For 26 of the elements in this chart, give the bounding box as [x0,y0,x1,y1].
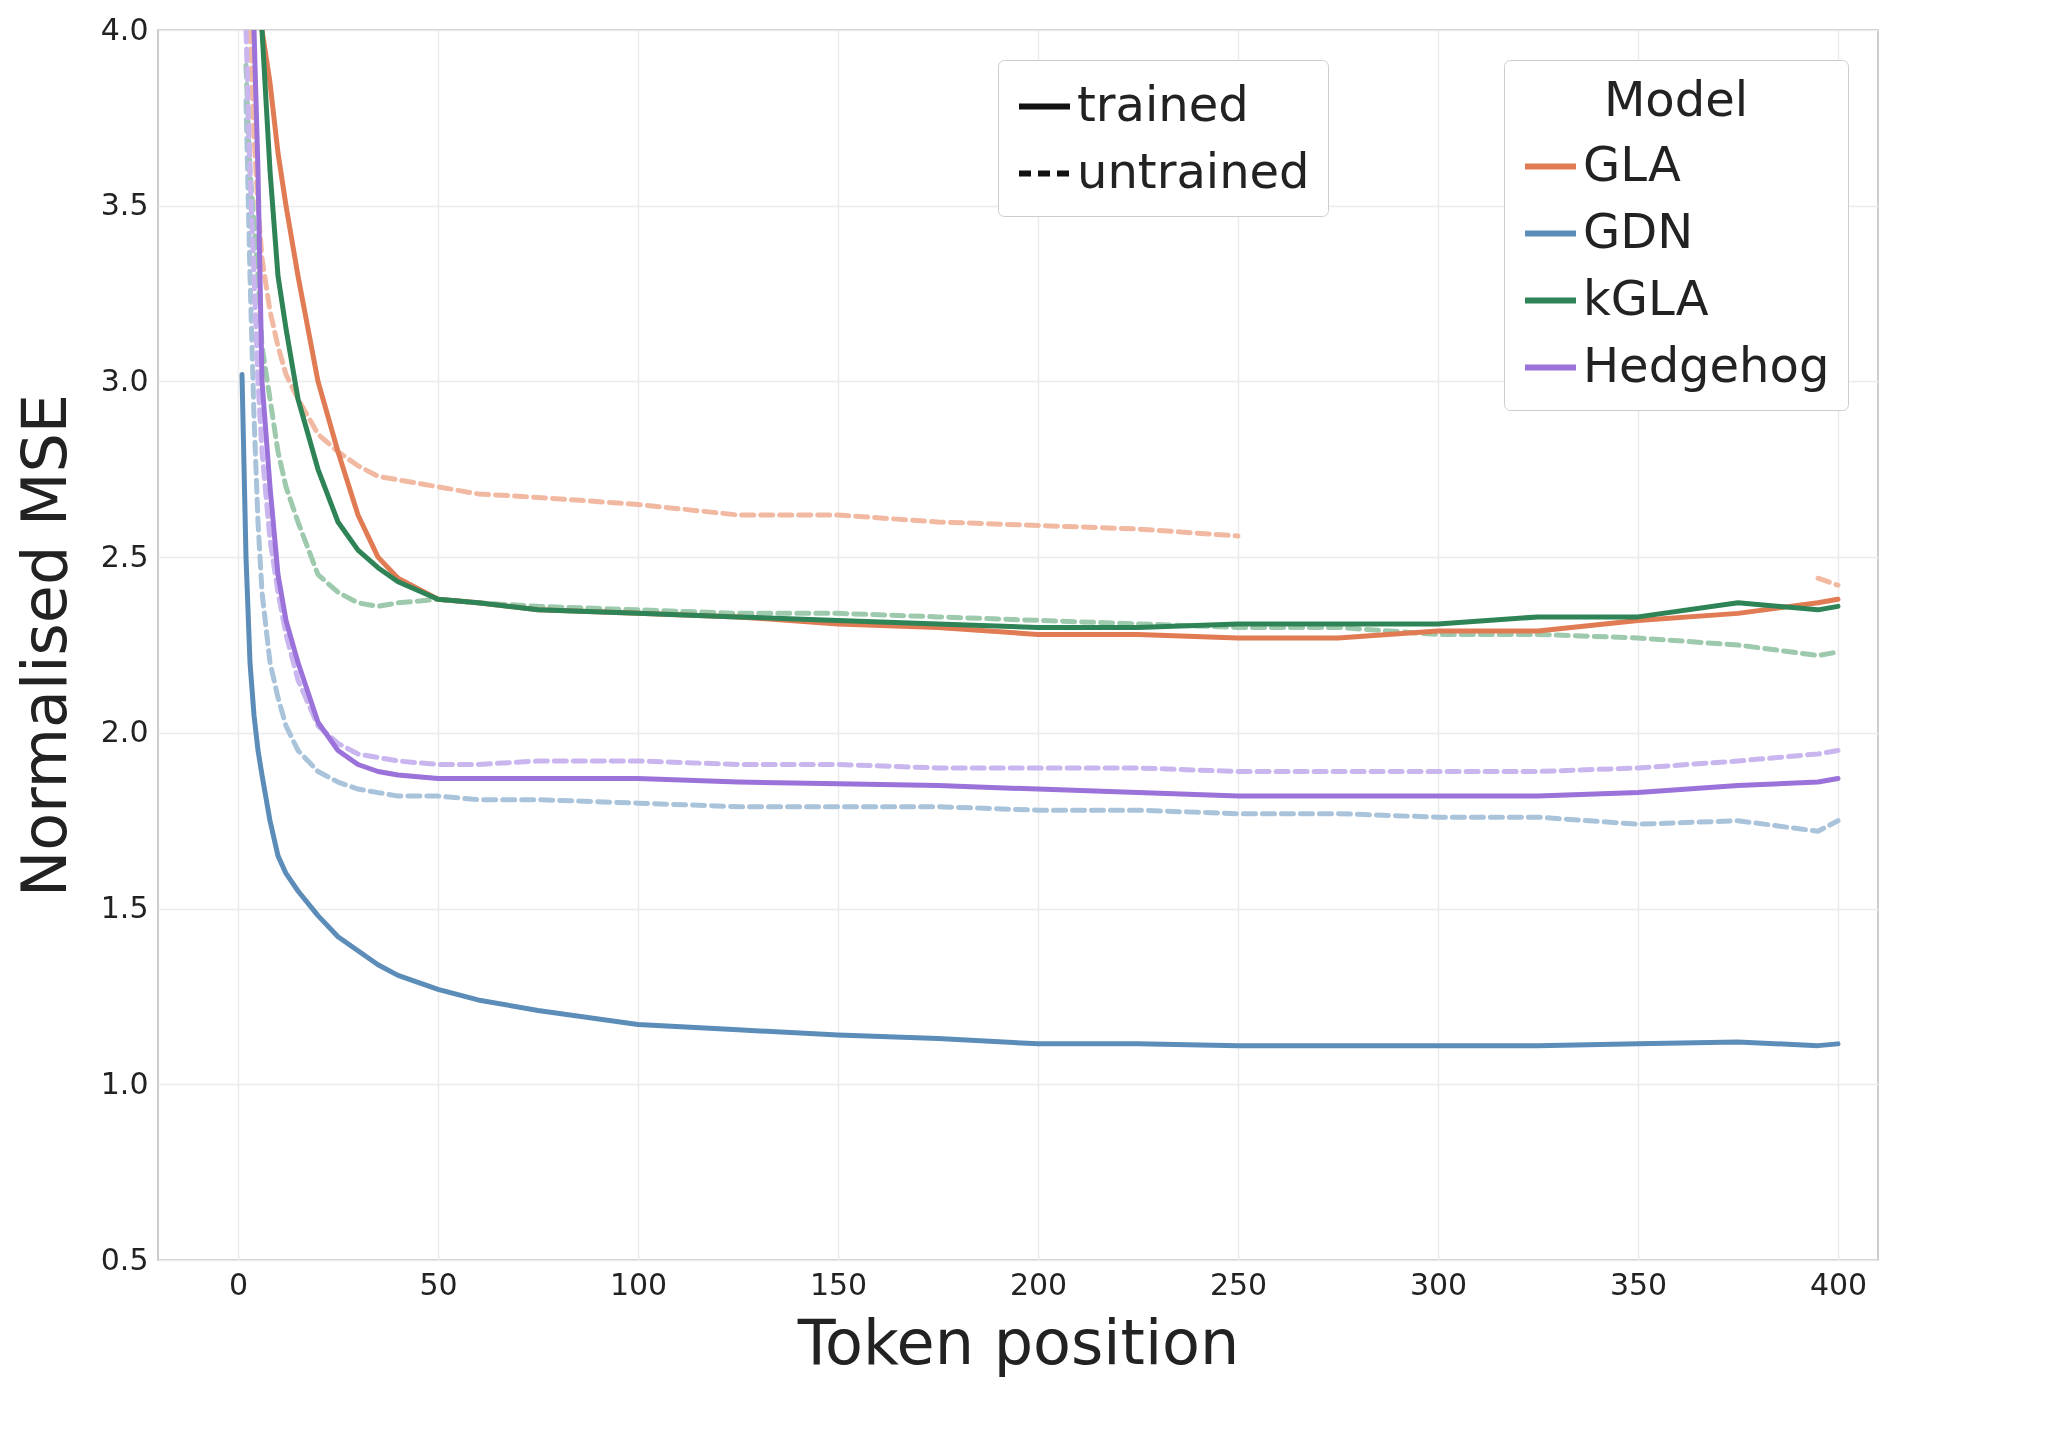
annotation: trained [1077,75,1249,132]
legend-label: kGLA [1583,269,1709,326]
x-axis-title: Token position [796,1305,1240,1379]
x-tick-label: 200 [1009,1266,1068,1302]
legend-label: GDN [1583,202,1694,259]
y-tick-label: 4.0 [100,11,149,47]
x-tick-label: 100 [609,1266,668,1302]
x-tick-label: 150 [809,1266,868,1302]
legend-title: Model [1603,71,1749,127]
y-tick-label: 3.5 [100,187,149,223]
y-tick-label: 2.5 [100,538,149,574]
y-tick-label: 3.0 [100,362,149,398]
y-tick-label: 1.5 [100,890,149,926]
x-tick-label: 350 [1609,1266,1668,1302]
x-tick-label: 400 [1809,1266,1868,1302]
x-tick-label: 300 [1409,1266,1468,1302]
y-tick-label: 2.0 [100,714,149,750]
y-tick-label: 0.5 [100,1241,149,1277]
legend-label: Hedgehog [1583,336,1830,393]
y-tick-label: 1.0 [100,1065,149,1101]
x-tick-label: 250 [1209,1266,1268,1302]
x-tick-label: 50 [419,1266,458,1302]
annotation: untrained [1077,142,1310,199]
legend-label: GLA [1583,135,1682,192]
y-axis-title: Normalised MSE [7,393,81,898]
x-tick-label: 0 [228,1266,249,1302]
